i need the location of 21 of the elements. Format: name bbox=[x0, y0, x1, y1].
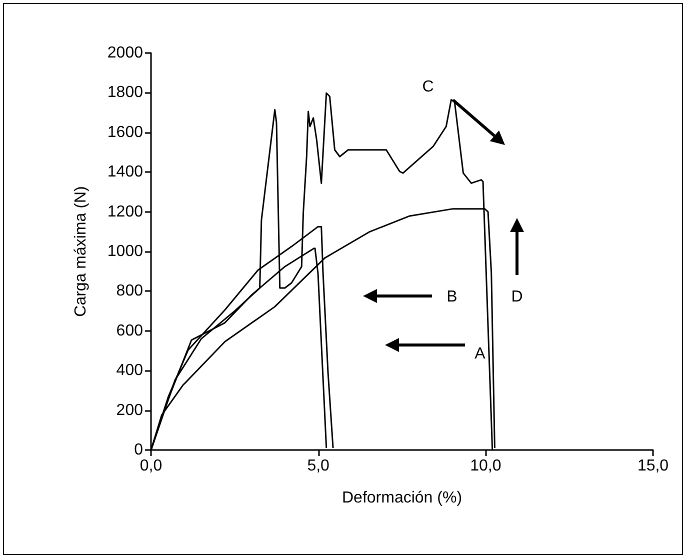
annotation: C bbox=[422, 78, 434, 96]
x-tick-label: 15,0 bbox=[637, 458, 669, 474]
x-tick-label: 10,0 bbox=[470, 458, 502, 474]
y-tick-label: 0 bbox=[134, 442, 144, 458]
annotation: D bbox=[511, 288, 523, 306]
y-tick-label: 1600 bbox=[107, 124, 144, 141]
y-axis-title: Carga máxima (N) bbox=[72, 186, 90, 317]
y-tick-label: 1800 bbox=[107, 84, 144, 102]
y-tick-label: 600 bbox=[116, 322, 144, 340]
y-tick-label: 400 bbox=[116, 362, 144, 380]
x-tick-label: 0,0 bbox=[140, 458, 162, 474]
y-tick-label: 200 bbox=[116, 402, 144, 419]
annotation: B bbox=[446, 288, 458, 306]
x-axis-title: Deformación (%) bbox=[342, 490, 462, 506]
y-tick-label: 2000 bbox=[107, 44, 144, 62]
y-tick-label: 1200 bbox=[107, 203, 144, 220]
y-tick-label: 1400 bbox=[107, 164, 144, 181]
annotation: A bbox=[474, 346, 486, 362]
y-tick-label: 1000 bbox=[107, 243, 144, 260]
x-tick-label: 5,0 bbox=[307, 458, 330, 474]
y-tick-label: 800 bbox=[116, 282, 144, 300]
